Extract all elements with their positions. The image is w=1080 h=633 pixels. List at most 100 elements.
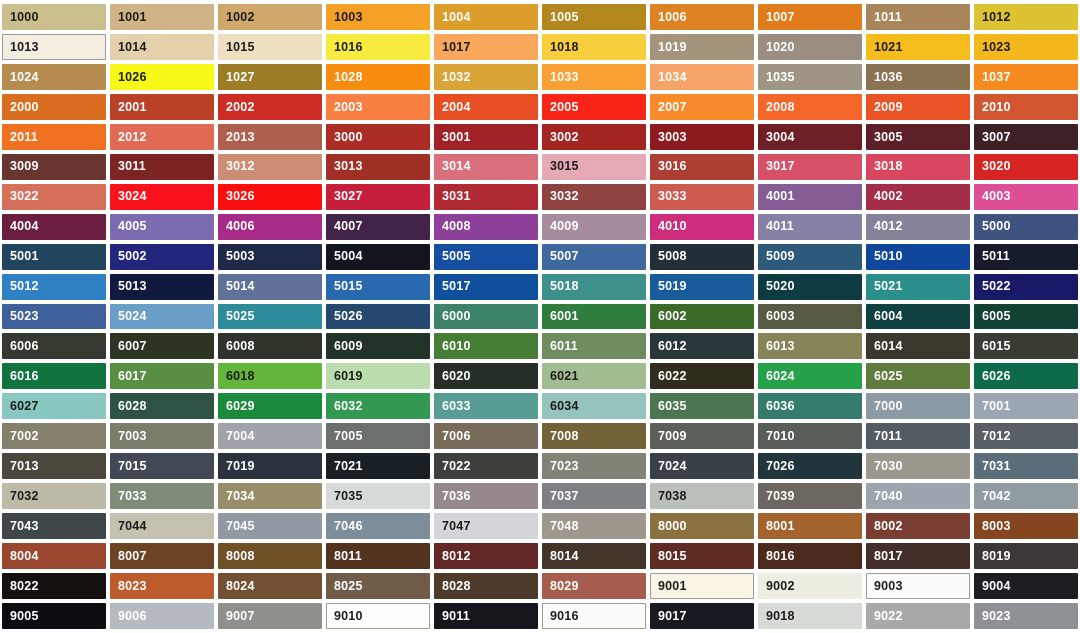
color-swatch-8017[interactable]: 8017 [866,543,970,570]
color-swatch-3012[interactable]: 3012 [218,153,322,180]
color-swatch-7005[interactable]: 7005 [326,423,430,450]
color-swatch-7039[interactable]: 7039 [758,483,862,510]
color-swatch-6007[interactable]: 6007 [110,333,214,360]
color-swatch-6013[interactable]: 6013 [758,333,862,360]
color-swatch-7006[interactable]: 7006 [434,423,538,450]
color-swatch-7038[interactable]: 7038 [650,483,754,510]
color-swatch-6020[interactable]: 6020 [434,363,538,390]
color-swatch-1019[interactable]: 1019 [650,33,754,60]
color-swatch-1017[interactable]: 1017 [434,33,538,60]
color-swatch-6008[interactable]: 6008 [218,333,322,360]
color-swatch-6011[interactable]: 6011 [542,333,646,360]
color-swatch-7019[interactable]: 7019 [218,453,322,480]
color-swatch-3031[interactable]: 3031 [434,183,538,210]
color-swatch-5026[interactable]: 5026 [326,303,430,330]
color-swatch-1033[interactable]: 1033 [542,63,646,90]
color-swatch-7002[interactable]: 7002 [2,423,106,450]
color-swatch-1006[interactable]: 1006 [650,4,754,30]
color-swatch-7035[interactable]: 7035 [326,483,430,510]
color-swatch-1037[interactable]: 1037 [974,63,1078,90]
color-swatch-1015[interactable]: 1015 [218,33,322,60]
color-swatch-2000[interactable]: 2000 [2,93,106,120]
color-swatch-8025[interactable]: 8025 [326,573,430,600]
color-swatch-6034[interactable]: 6034 [542,393,646,420]
color-swatch-2011[interactable]: 2011 [2,123,106,150]
color-swatch-6003[interactable]: 6003 [758,303,862,330]
color-swatch-3014[interactable]: 3014 [434,153,538,180]
color-swatch-5018[interactable]: 5018 [542,273,646,300]
color-swatch-6036[interactable]: 6036 [758,393,862,420]
color-swatch-1001[interactable]: 1001 [110,4,214,30]
color-swatch-2008[interactable]: 2008 [758,93,862,120]
color-swatch-1023[interactable]: 1023 [974,33,1078,60]
color-swatch-5021[interactable]: 5021 [866,273,970,300]
color-swatch-4010[interactable]: 4010 [650,213,754,240]
color-swatch-7023[interactable]: 7023 [542,453,646,480]
color-swatch-8029[interactable]: 8029 [542,573,646,600]
color-swatch-4008[interactable]: 4008 [434,213,538,240]
color-swatch-5008[interactable]: 5008 [650,243,754,270]
color-swatch-8019[interactable]: 8019 [974,543,1078,570]
color-swatch-5019[interactable]: 5019 [650,273,754,300]
color-swatch-6002[interactable]: 6002 [650,303,754,330]
color-swatch-1013[interactable]: 1013 [2,33,106,60]
color-swatch-4009[interactable]: 4009 [542,213,646,240]
color-swatch-5014[interactable]: 5014 [218,273,322,300]
color-swatch-7043[interactable]: 7043 [2,513,106,540]
color-swatch-9018[interactable]: 9018 [758,603,862,629]
color-swatch-7000[interactable]: 7000 [866,393,970,420]
color-swatch-6029[interactable]: 6029 [218,393,322,420]
color-swatch-9003[interactable]: 9003 [866,573,970,600]
color-swatch-8002[interactable]: 8002 [866,513,970,540]
color-swatch-8028[interactable]: 8028 [434,573,538,600]
color-swatch-1000[interactable]: 1000 [2,4,106,30]
color-swatch-6010[interactable]: 6010 [434,333,538,360]
color-swatch-1002[interactable]: 1002 [218,4,322,30]
color-swatch-6017[interactable]: 6017 [110,363,214,390]
color-swatch-7042[interactable]: 7042 [974,483,1078,510]
color-swatch-1007[interactable]: 1007 [758,4,862,30]
color-swatch-3009[interactable]: 3009 [2,153,106,180]
color-swatch-9022[interactable]: 9022 [866,603,970,629]
color-swatch-7004[interactable]: 7004 [218,423,322,450]
color-swatch-7013[interactable]: 7013 [2,453,106,480]
color-swatch-7031[interactable]: 7031 [974,453,1078,480]
color-swatch-2001[interactable]: 2001 [110,93,214,120]
color-swatch-3016[interactable]: 3016 [650,153,754,180]
color-swatch-8022[interactable]: 8022 [2,573,106,600]
color-swatch-2012[interactable]: 2012 [110,123,214,150]
color-swatch-3015[interactable]: 3015 [542,153,646,180]
color-swatch-4003[interactable]: 4003 [974,183,1078,210]
color-swatch-1028[interactable]: 1028 [326,63,430,90]
color-swatch-2005[interactable]: 2005 [542,93,646,120]
color-swatch-3007[interactable]: 3007 [974,123,1078,150]
color-swatch-5003[interactable]: 5003 [218,243,322,270]
color-swatch-7026[interactable]: 7026 [758,453,862,480]
color-swatch-1012[interactable]: 1012 [974,4,1078,30]
color-swatch-5007[interactable]: 5007 [542,243,646,270]
color-swatch-4007[interactable]: 4007 [326,213,430,240]
color-swatch-5010[interactable]: 5010 [866,243,970,270]
color-swatch-1014[interactable]: 1014 [110,33,214,60]
color-swatch-3024[interactable]: 3024 [110,183,214,210]
color-swatch-8016[interactable]: 8016 [758,543,862,570]
color-swatch-3027[interactable]: 3027 [326,183,430,210]
color-swatch-1004[interactable]: 1004 [434,4,538,30]
color-swatch-7037[interactable]: 7037 [542,483,646,510]
color-swatch-9010[interactable]: 9010 [326,603,430,629]
color-swatch-6009[interactable]: 6009 [326,333,430,360]
color-swatch-1024[interactable]: 1024 [2,63,106,90]
color-swatch-7047[interactable]: 7047 [434,513,538,540]
color-swatch-1032[interactable]: 1032 [434,63,538,90]
color-swatch-6027[interactable]: 6027 [2,393,106,420]
color-swatch-1036[interactable]: 1036 [866,63,970,90]
color-swatch-1011[interactable]: 1011 [866,4,970,30]
color-swatch-6022[interactable]: 6022 [650,363,754,390]
color-swatch-8012[interactable]: 8012 [434,543,538,570]
color-swatch-6018[interactable]: 6018 [218,363,322,390]
color-swatch-4006[interactable]: 4006 [218,213,322,240]
color-swatch-7048[interactable]: 7048 [542,513,646,540]
color-swatch-9023[interactable]: 9023 [974,603,1078,629]
color-swatch-3003[interactable]: 3003 [650,123,754,150]
color-swatch-9017[interactable]: 9017 [650,603,754,629]
